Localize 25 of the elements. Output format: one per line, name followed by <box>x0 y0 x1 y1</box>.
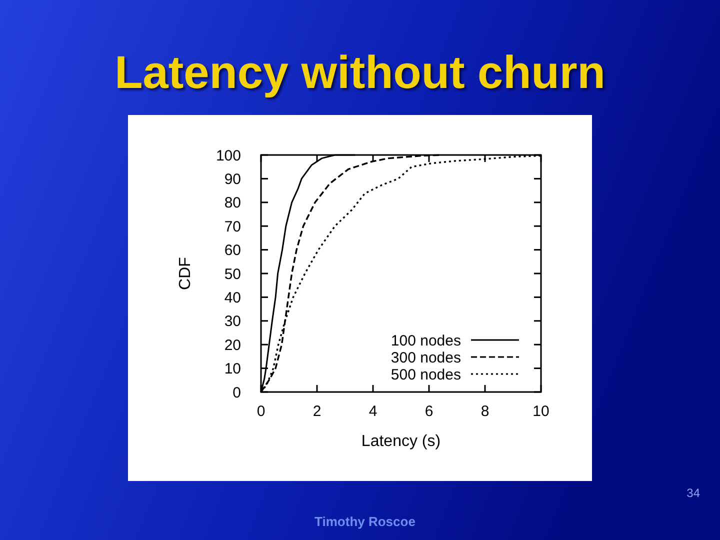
y-tick-label: 40 <box>224 289 241 306</box>
text: 34 <box>686 486 700 500</box>
legend-label: 300 nodes <box>390 349 461 366</box>
chart-title: Latency without churn <box>114 46 606 98</box>
y-tick-label: 70 <box>224 218 241 236</box>
legend-label: 500 nodes <box>390 366 461 384</box>
x-axis-title: Latency (s) <box>361 433 441 450</box>
y-tick-label: 90 <box>224 170 241 188</box>
text: Timothy Roscoe <box>314 514 416 529</box>
x-tick-label: 2 <box>312 403 322 420</box>
y-tick-label: 60 <box>224 242 241 260</box>
x-tick-label: 10 <box>532 403 550 420</box>
y-tick-label: 30 <box>224 313 241 330</box>
y-axis-title: CDF <box>177 256 194 290</box>
y-tick-label: 50 <box>224 266 241 283</box>
x-tick-label: 0 <box>256 403 266 420</box>
legend-label: 100 nodes <box>390 332 461 350</box>
x-tick-label: 8 <box>480 403 490 420</box>
x-tick-label: 6 <box>424 403 434 420</box>
y-tick-label: 80 <box>224 194 241 212</box>
y-tick-label: 20 <box>224 336 241 354</box>
x-tick-label: 4 <box>368 403 378 420</box>
y-tick-label: 0 <box>232 384 241 402</box>
y-tick-label: 100 <box>216 147 241 164</box>
y-tick-label: 10 <box>224 360 241 378</box>
